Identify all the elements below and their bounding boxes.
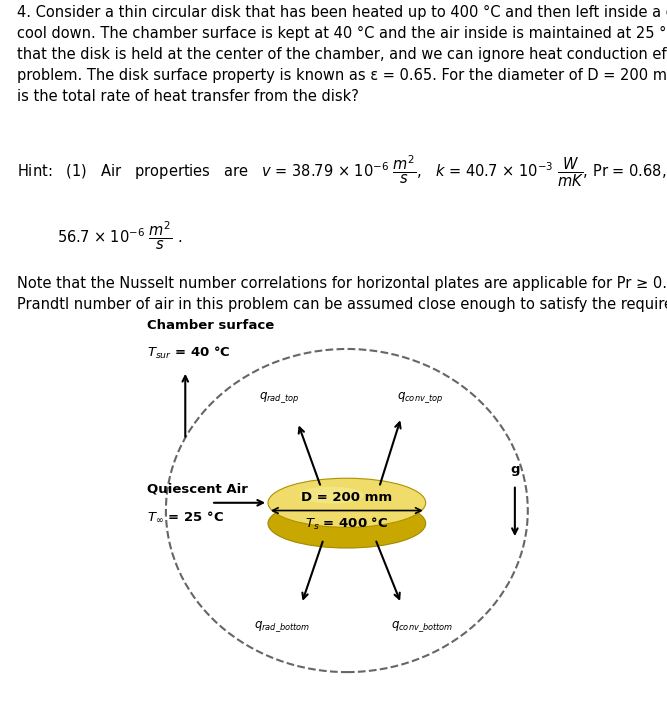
Text: $q_{rad\_bottom}$: $q_{rad\_bottom}$	[254, 619, 310, 634]
Text: Hint:   (1)   Air   properties   are   $v$ = 38.79 $\times$ 10$^{-6}$ $\dfrac{m^: Hint: (1) Air properties are $v$ = 38.79…	[17, 153, 667, 189]
Text: g: g	[510, 462, 520, 476]
Ellipse shape	[299, 486, 364, 503]
Ellipse shape	[268, 478, 426, 527]
Text: $q_{rad\_top}$: $q_{rad\_top}$	[259, 390, 299, 405]
Text: $q_{conv\_bottom}$: $q_{conv\_bottom}$	[391, 619, 453, 634]
Text: $q_{conv\_top}$: $q_{conv\_top}$	[398, 390, 444, 405]
Text: 56.7 $\times$ 10$^{-6}$ $\dfrac{m^2}{s}$ .: 56.7 $\times$ 10$^{-6}$ $\dfrac{m^2}{s}$…	[57, 219, 182, 252]
Text: Note that the Nusselt number correlations for horizontal plates are applicable f: Note that the Nusselt number correlation…	[17, 276, 667, 312]
Text: 4. Consider a thin circular disk that has been heated up to 400 °C and then left: 4. Consider a thin circular disk that ha…	[17, 5, 667, 104]
Text: Quiescent Air: Quiescent Air	[147, 482, 247, 495]
Text: $T_s$ = 400 °C: $T_s$ = 400 °C	[305, 515, 388, 532]
Text: Chamber surface: Chamber surface	[147, 319, 273, 332]
Text: D = 200 mm: D = 200 mm	[301, 491, 392, 504]
Text: $T_{sur}$ = 40 °C: $T_{sur}$ = 40 °C	[147, 345, 230, 361]
Ellipse shape	[268, 499, 426, 548]
Text: $T_\infty$ = 25 °C: $T_\infty$ = 25 °C	[147, 510, 223, 524]
